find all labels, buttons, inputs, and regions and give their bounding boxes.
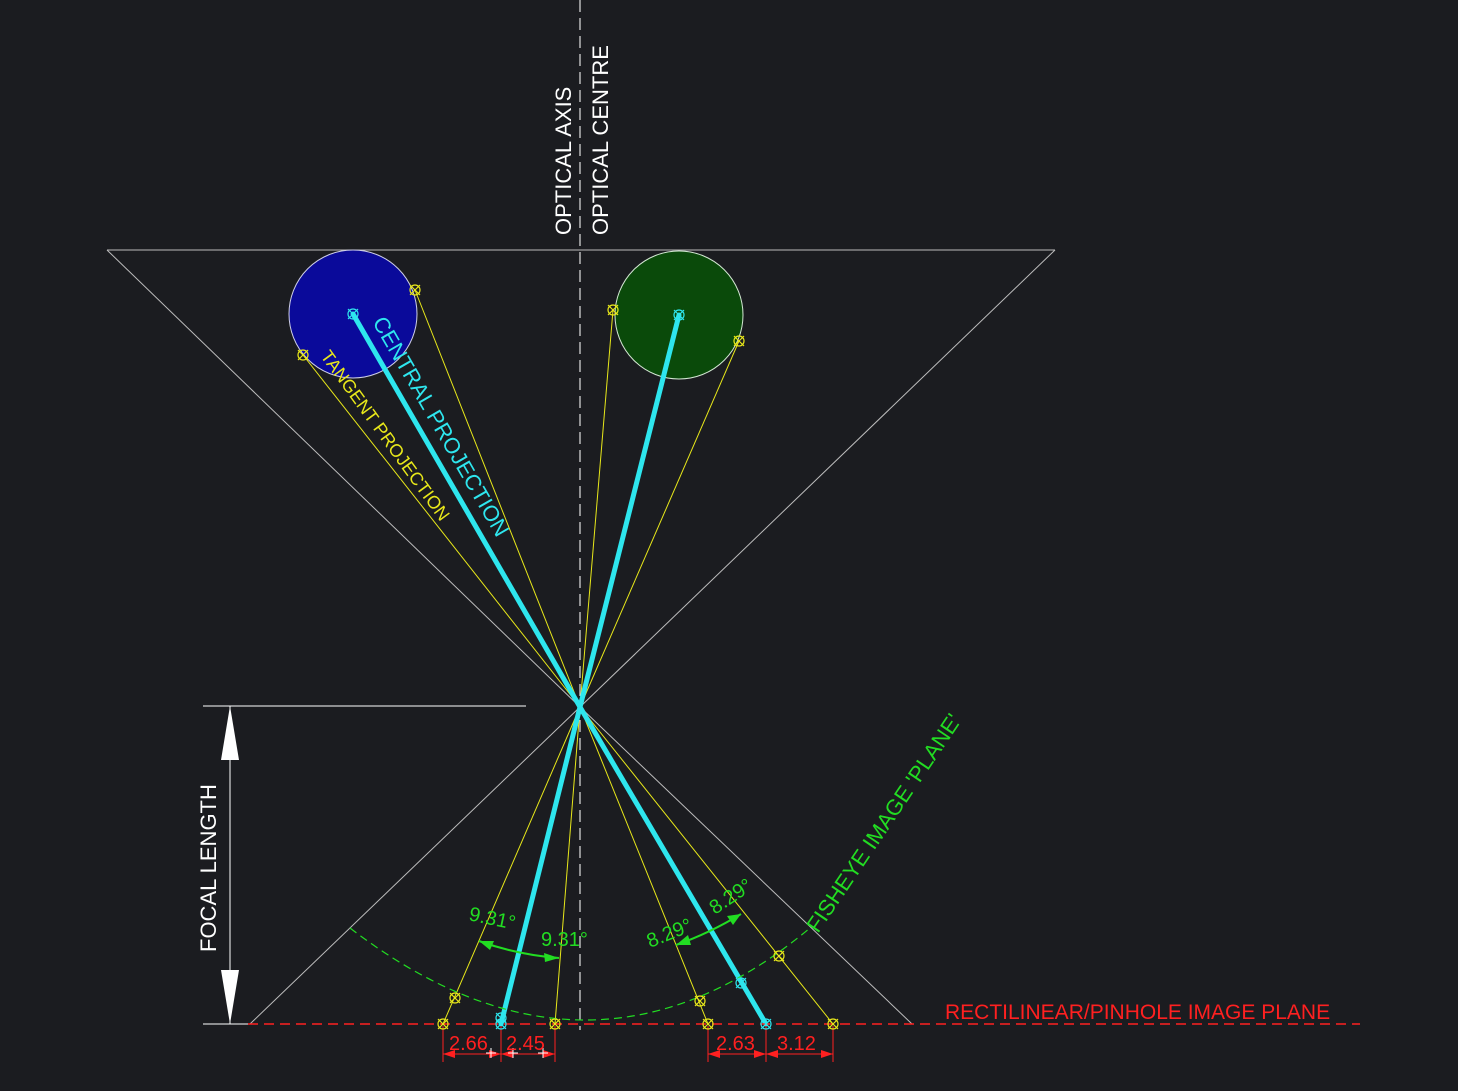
rectilinear-plane-label: RECTILINEAR/PINHOLE IMAGE PLANE [945, 1001, 1330, 1024]
angle-arcs [478, 913, 742, 959]
fov-frustum [106, 249, 1056, 1025]
dim-right-b: 3.12 [777, 1033, 816, 1055]
node-markers [297, 284, 839, 1030]
tangent-rays [302, 289, 834, 1025]
fisheye-plane-label: FISHEYE IMAGE 'PLANE' [801, 709, 966, 937]
optical-axis-label: OPTICAL AXIS [551, 87, 576, 235]
angle-right-b: 8.29° [705, 875, 756, 919]
optical-centre-label: OPTICAL CENTRE [588, 45, 613, 235]
focal-length-dimension [221, 706, 239, 1024]
dimension-arrowheads [443, 1050, 833, 1058]
dim-left-b: 2.45 [506, 1033, 545, 1055]
fisheye-arc [349, 927, 811, 1021]
focal-length-label: FOCAL LENGTH [196, 784, 221, 952]
central-node-markers [347, 308, 772, 1030]
dim-right-a: 2.63 [716, 1033, 755, 1055]
angle-right-a: 8.29° [644, 915, 696, 953]
angle-left-a: 9.31° [467, 903, 517, 934]
angle-arrowheads [479, 914, 741, 962]
snap-crosses [486, 1048, 548, 1058]
dim-left-a: 2.66 [449, 1033, 488, 1055]
angle-left-b: 9.31° [541, 929, 588, 951]
central-rays [350, 311, 769, 1027]
